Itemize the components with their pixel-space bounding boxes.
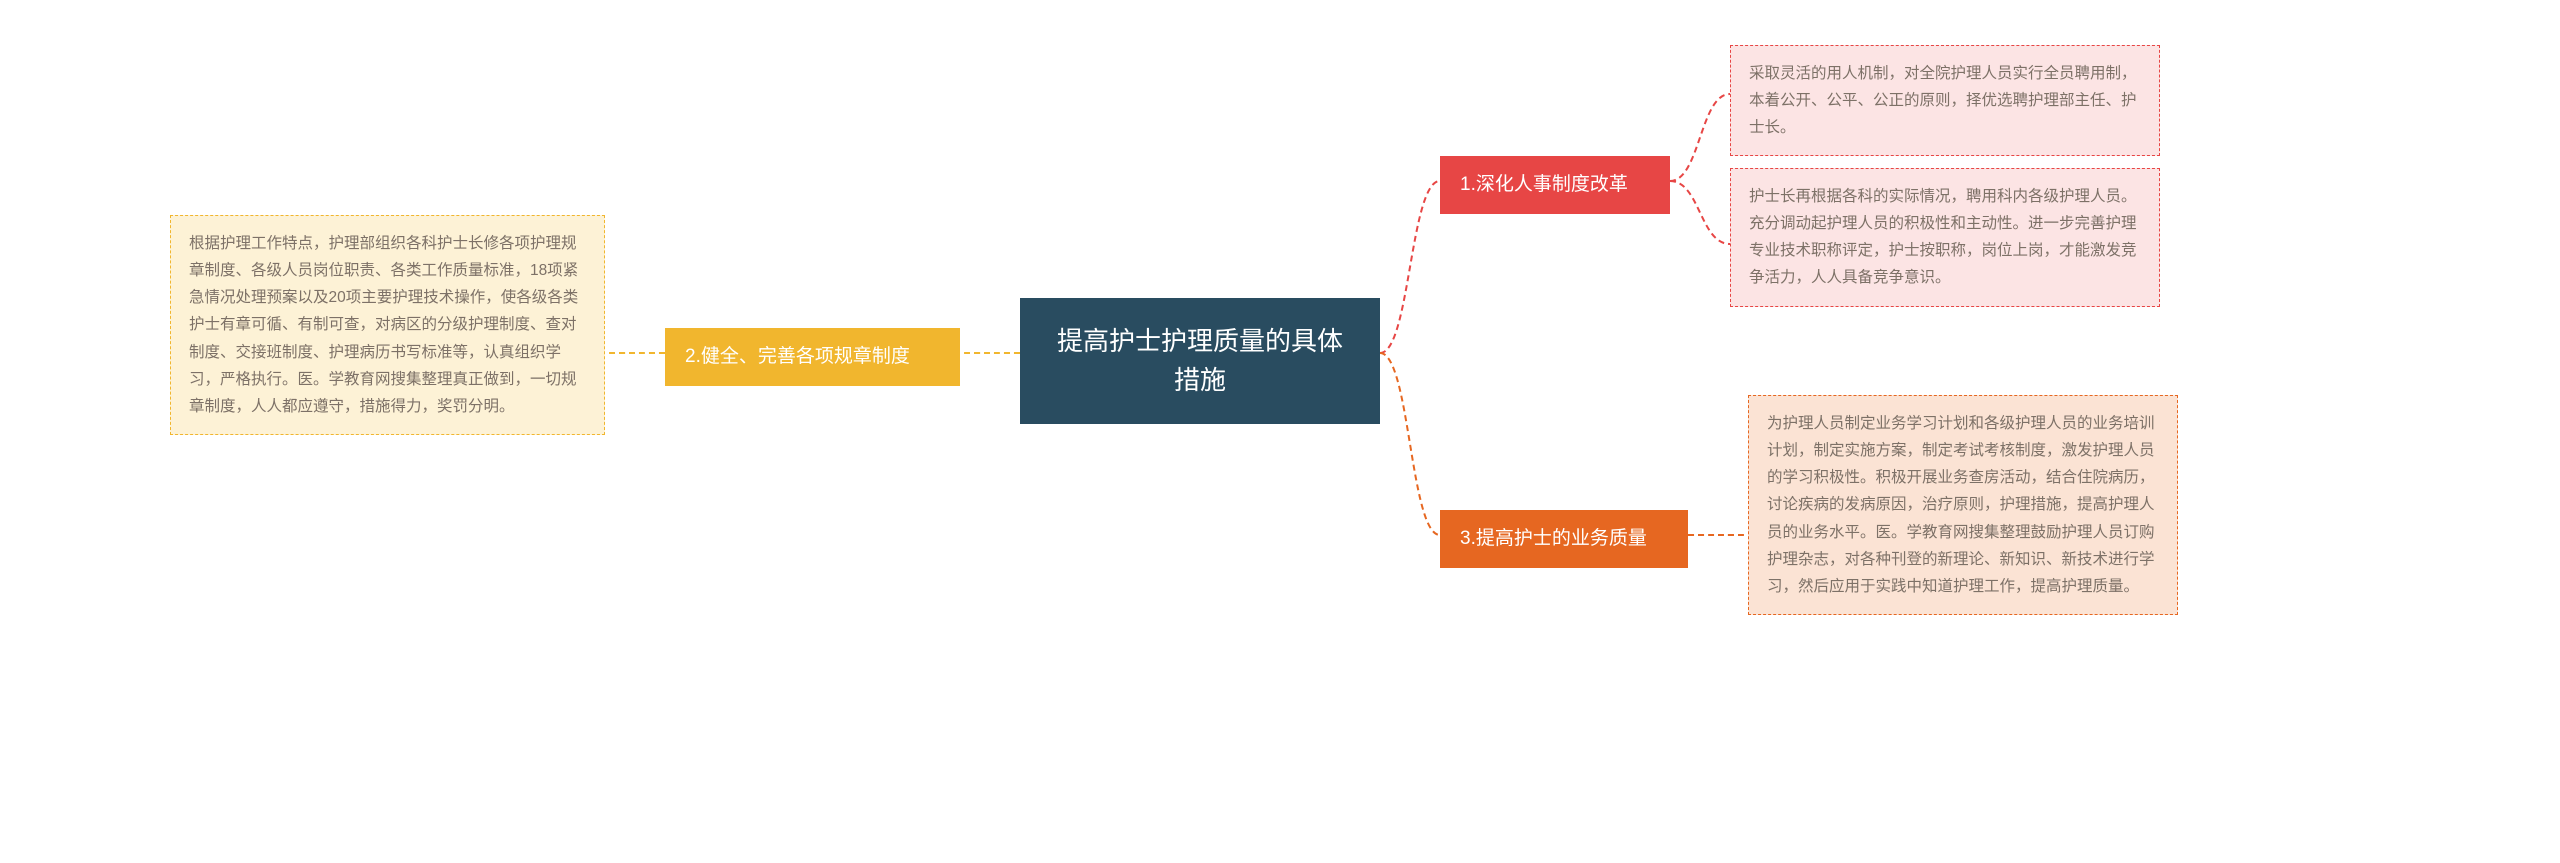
leaf-2-text: 根据护理工作特点，护理部组织各科护士长修各项护理规章制度、各级人员岗位职责、各类…: [189, 235, 578, 415]
branch-personnel-reform: 1.深化人事制度改革: [1440, 156, 1670, 214]
root-text: 提高护士护理质量的具体措施: [1057, 326, 1343, 395]
branch-1-text: 1.深化人事制度改革: [1460, 174, 1628, 195]
branch-rules-system: 2.健全、完善各项规章制度: [665, 328, 960, 386]
root-node: 提高护士护理质量的具体措施: [1020, 298, 1380, 424]
branch-3-text: 3.提高护士的业务质量: [1460, 528, 1647, 549]
leaf-hiring-mechanism: 采取灵活的用人机制，对全院护理人员实行全员聘用制，本着公开、公平、公正的原则，择…: [1730, 45, 2160, 156]
branch-business-quality: 3.提高护士的业务质量: [1440, 510, 1688, 568]
leaf-head-nurse-hiring: 护士长再根据各科的实际情况，聘用科内各级护理人员。充分调动起护理人员的积极性和主…: [1730, 168, 2160, 307]
leaf-3-text: 为护理人员制定业务学习计划和各级护理人员的业务培训计划，制定实施方案，制定考试考…: [1767, 415, 2155, 595]
leaf-1b-text: 护士长再根据各科的实际情况，聘用科内各级护理人员。充分调动起护理人员的积极性和主…: [1749, 188, 2137, 286]
leaf-rules-details: 根据护理工作特点，护理部组织各科护士长修各项护理规章制度、各级人员岗位职责、各类…: [170, 215, 605, 435]
leaf-training-details: 为护理人员制定业务学习计划和各级护理人员的业务培训计划，制定实施方案，制定考试考…: [1748, 395, 2178, 615]
branch-2-text: 2.健全、完善各项规章制度: [685, 346, 910, 367]
leaf-1a-text: 采取灵活的用人机制，对全院护理人员实行全员聘用制，本着公开、公平、公正的原则，择…: [1749, 65, 2137, 136]
